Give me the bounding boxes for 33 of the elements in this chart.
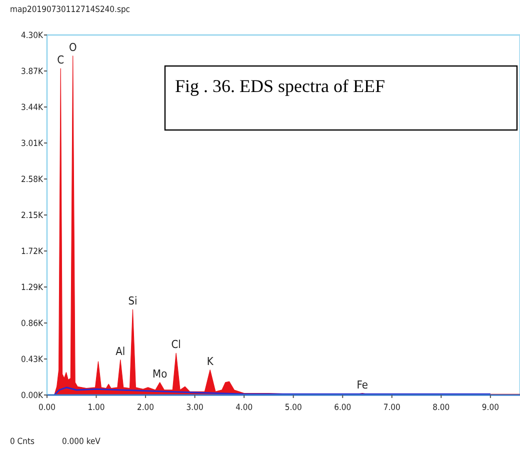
y-tick-label: 0.86K xyxy=(20,318,44,329)
annotation: Si xyxy=(128,294,138,308)
annotation: O xyxy=(68,40,77,54)
y-tick-label: 1.72K xyxy=(20,246,44,257)
x-tick-label: 0.00 xyxy=(38,403,56,413)
x-tick-label: 8.00 xyxy=(432,403,450,413)
y-tick-label: 0.00K xyxy=(20,390,44,401)
x-tick-label: 6.00 xyxy=(334,403,352,413)
annotation: Cl xyxy=(171,338,181,352)
y-tick-label: 2.15K xyxy=(20,210,44,221)
text: 0 Cnts xyxy=(10,437,34,447)
annotation: C xyxy=(57,53,64,66)
x-tick-label: 9.00 xyxy=(482,403,500,413)
annotation: Fe xyxy=(356,378,368,392)
text: 0.000 keV xyxy=(62,437,102,447)
x-tick-label: 4.00 xyxy=(236,403,253,413)
y-tick-label: 3.44K xyxy=(20,102,44,113)
y-tick-label: 3.87K xyxy=(20,66,44,77)
x-tick-label: 7.00 xyxy=(383,403,401,413)
x-tick-label: 2.00 xyxy=(137,403,154,413)
y-tick-label: 3.01K xyxy=(20,138,44,149)
y-tick-label: 2.58K xyxy=(20,174,44,185)
annotation: Mo xyxy=(152,367,168,380)
annotation: K xyxy=(206,354,214,368)
text: Fig . 36. EDS spectra of EEF xyxy=(175,76,385,96)
y-tick-label: 0.43K xyxy=(20,354,44,365)
x-tick-label: 5.00 xyxy=(284,403,302,413)
text: map20190730112714S240.spc xyxy=(10,5,130,15)
y-tick-label: 1.29K xyxy=(20,282,44,293)
x-tick-label: 1.00 xyxy=(88,403,105,413)
x-tick-label: 3.00 xyxy=(186,403,204,413)
y-tick-label: 4.30K xyxy=(20,30,44,41)
annotation: Al xyxy=(116,344,126,358)
